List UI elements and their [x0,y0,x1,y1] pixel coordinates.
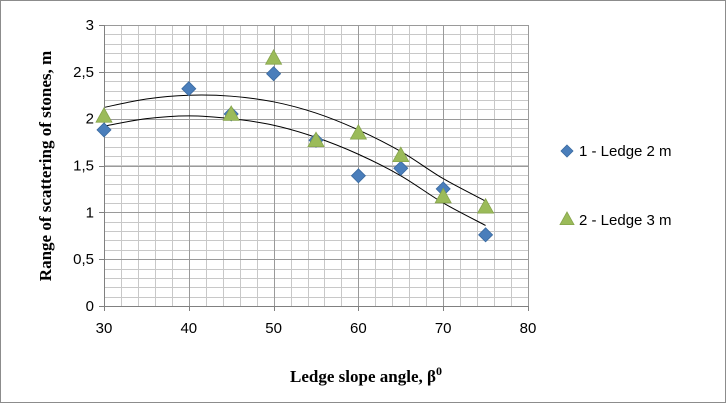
data-point-series-2 [95,107,113,123]
data-point-series-1 [478,227,494,243]
data-point-series-2 [476,197,495,214]
data-point-series-1 [96,122,112,138]
y-tick-label: 0 [86,298,94,315]
legend-label: 1 - Ledge 2 m [579,143,672,160]
y-axis-title: Range of scattering of stones, m [36,51,55,281]
y-tick-label: 0,5 [73,251,94,268]
trendline-series-2 [103,94,486,202]
y-tick-label: 1 [86,204,94,221]
legend-marker-triangle [559,211,575,226]
grid-lines [104,25,529,307]
data-point-series-1 [181,81,197,97]
trendlines [103,94,486,226]
tick-labels: 30 40 50 60 70 80 0 0,5 1 1,5 2 2,5 3 [73,17,536,337]
x-tick-label: 70 [435,320,452,337]
x-tick-label: 50 [265,320,282,337]
y-tick-label: 1,5 [73,158,94,175]
data-point-series-2 [307,131,325,148]
data-point-series-2 [392,146,410,162]
data-point-series-1 [350,168,366,184]
data-point-series-2 [222,105,240,121]
legend-label: 2 - Ledge 3 m [579,212,672,229]
x-axis-title: Ledge slope angle, β0 [290,364,442,386]
legend-marker-diamond [560,144,574,158]
x-tick-label: 40 [180,320,197,337]
trendline-series-1 [103,115,486,226]
x-tick-label: 30 [96,320,113,337]
data-point-series-1 [393,160,409,176]
y-tick-label: 2,5 [73,64,94,81]
data-point-series-1 [266,66,282,82]
x-tick-label: 60 [350,320,367,337]
data-point-series-2 [434,187,452,204]
data-point-series-2 [264,48,283,65]
legend: 1 - Ledge 2 m 2 - Ledge 3 m [559,143,672,229]
data-point-series-2 [349,123,368,140]
data-markers [95,48,495,243]
y-tick-label: 2 [86,111,94,128]
x-tick-label: 80 [520,320,537,337]
y-tick-label: 3 [86,17,94,34]
